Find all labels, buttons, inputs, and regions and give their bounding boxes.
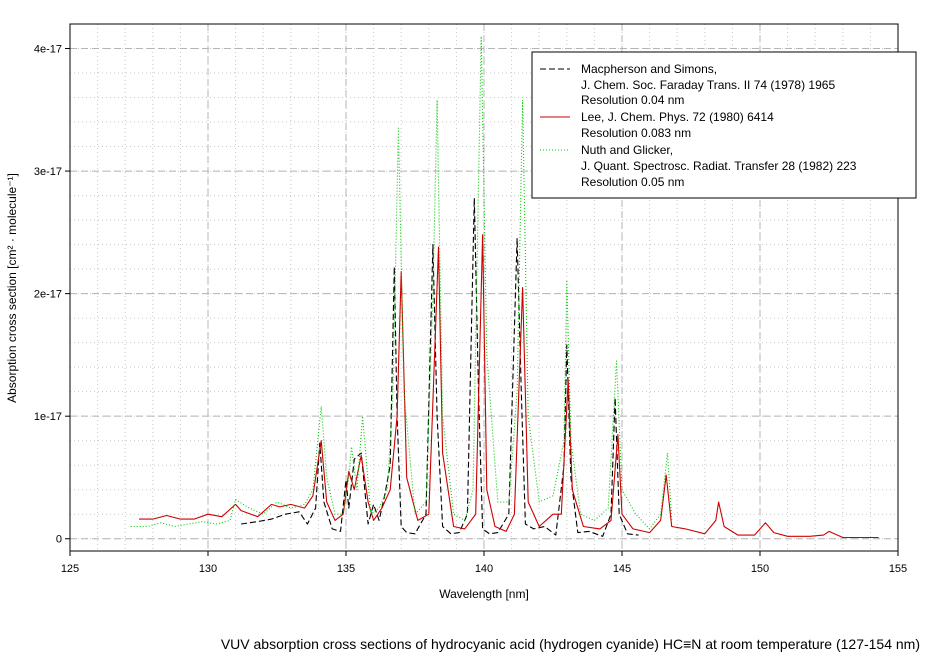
y-tick-label: 2e-17: [34, 289, 62, 301]
x-tick-label: 140: [475, 563, 493, 575]
x-tick-label: 135: [337, 563, 355, 575]
x-tick-label: 155: [889, 563, 907, 575]
legend-label-nuth-1: Nuth and Glicker,: [581, 143, 673, 157]
series-line-lee: [139, 234, 879, 539]
legend-label-macpherson-1: Macpherson and Simons,: [581, 62, 717, 76]
y-tick-label: 1e-17: [34, 411, 62, 423]
legend-label-nuth-2: J. Quant. Spectrosc. Radiat. Transfer 28…: [581, 159, 857, 173]
x-tick-label: 145: [613, 563, 631, 575]
y-tick-label: 4e-17: [34, 44, 62, 56]
legend: Macpherson and Simons, J. Chem. Soc. Far…: [531, 51, 917, 199]
x-tick-label: 130: [199, 563, 217, 575]
legend-box: [531, 51, 917, 199]
legend-label-nuth-3: Resolution 0.05 nm: [581, 175, 684, 189]
x-tick-label: 125: [61, 563, 79, 575]
x-axis-title: Wavelength [nm]: [439, 587, 529, 601]
legend-label-macpherson-2: J. Chem. Soc. Faraday Trans. II 74 (1978…: [581, 78, 835, 92]
chart-title: VUV absorption cross sections of hydrocy…: [220, 636, 920, 652]
axis-ticks: 125 130 135 140 145 150 155 0 1e-17 2e-17 3e-17 4e-…: [34, 44, 907, 575]
y-tick-label: 3e-17: [34, 166, 62, 178]
y-tick-label: 0: [56, 534, 62, 546]
y-axis-title: Absorption cross section [cm² · molecule…: [5, 173, 19, 403]
x-tick-label: 150: [751, 563, 769, 575]
data-series: [130, 35, 879, 539]
legend-label-lee-1: Lee, J. Chem. Phys. 72 (1980) 6414: [581, 110, 774, 124]
series-line-macpherson: [241, 197, 639, 537]
legend-label-lee-2: Resolution 0.083 nm: [581, 126, 691, 140]
legend-label-macpherson-3: Resolution 0.04 nm: [581, 93, 684, 107]
